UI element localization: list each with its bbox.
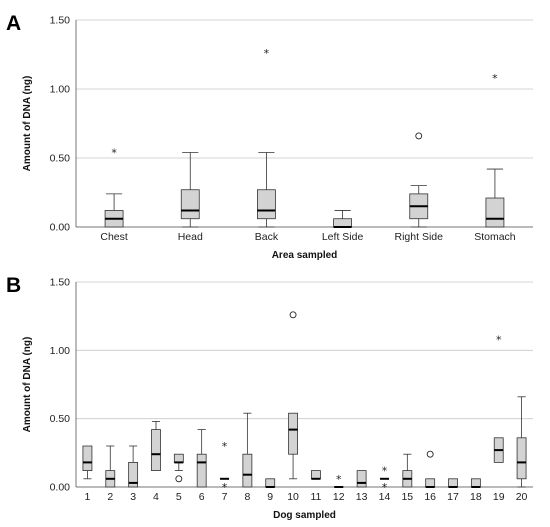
outlier-point — [175, 475, 183, 483]
x-tick-label: Stomach — [474, 231, 516, 243]
iqr-box — [257, 189, 276, 220]
x-tick-label: 1 — [85, 491, 91, 503]
x-tick-label: Back — [255, 231, 279, 243]
x-tick-label: 5 — [176, 491, 182, 503]
outlier-point — [426, 450, 434, 458]
y-tick-label: 0.00 — [50, 222, 71, 234]
iqr-box — [82, 445, 93, 472]
extreme-point: * — [111, 146, 117, 159]
y-tick-label: 1.00 — [50, 345, 71, 357]
y-tick-label: 1.50 — [50, 277, 71, 289]
x-tick-label: 9 — [267, 491, 273, 503]
y-tick-label: 1.50 — [50, 15, 71, 27]
iqr-box — [288, 412, 298, 455]
x-tick-label: 11 — [310, 491, 321, 503]
outlier-point — [415, 132, 423, 140]
x-tick-label: Chest — [100, 231, 128, 243]
panel-b-letter: B — [6, 274, 21, 297]
extreme-point: * — [382, 481, 388, 494]
x-tick-label: 17 — [447, 491, 459, 503]
x-tick-label: Right Side — [395, 231, 444, 243]
y-tick-label: 0.00 — [50, 482, 71, 494]
extreme-point: * — [336, 473, 342, 486]
extreme-point: * — [382, 465, 388, 478]
x-tick-label: 2 — [107, 491, 113, 503]
extreme-point: * — [496, 333, 502, 346]
iqr-box — [265, 478, 276, 488]
extreme-point: * — [222, 481, 228, 494]
iqr-box — [180, 189, 200, 220]
extreme-point: * — [264, 47, 270, 60]
x-tick-label: 10 — [287, 491, 299, 503]
iqr-box — [311, 470, 321, 480]
iqr-box — [196, 453, 207, 488]
iqr-box — [516, 437, 527, 480]
iqr-box — [333, 218, 352, 228]
y-axis-title: Amount of DNA (ng) — [22, 337, 33, 433]
outlier-point — [289, 311, 297, 319]
x-tick-label: 4 — [153, 491, 159, 503]
iqr-box — [128, 461, 139, 488]
x-tick-label: Head — [178, 231, 203, 243]
extreme-point: * — [492, 72, 498, 85]
iqr-box — [485, 197, 505, 228]
iqr-box — [242, 453, 253, 488]
x-tick-label: 7 — [222, 491, 228, 503]
x-tick-label: 16 — [424, 491, 436, 503]
iqr-box — [151, 429, 161, 472]
iqr-box — [425, 478, 436, 488]
panel-b-chart: 0.00 0.50 1.00 1.50 Amount of DNA (ng) Dog sa… — [22, 277, 533, 521]
y-tick-label: 0.50 — [50, 153, 71, 165]
x-tick-label: 18 — [470, 491, 482, 503]
x-tick-label: 20 — [516, 491, 528, 503]
x-tick-label: 6 — [199, 491, 205, 503]
iqr-box — [470, 478, 481, 488]
x-tick-label: 19 — [493, 491, 505, 503]
iqr-box — [448, 478, 458, 488]
x-tick-label: 3 — [130, 491, 136, 503]
y-axis-title: Amount of DNA (ng) — [22, 76, 33, 172]
x-tick-label: 14 — [379, 491, 391, 503]
x-tick-label: 8 — [244, 491, 250, 503]
x-tick-label: 15 — [401, 491, 413, 503]
panel-a-letter: A — [6, 12, 21, 35]
x-axis-title: Area sampled — [272, 250, 338, 261]
x-tick-label: Left Side — [322, 231, 364, 243]
y-tick-label: 1.00 — [50, 84, 71, 96]
iqr-box — [173, 453, 184, 463]
iqr-box — [356, 470, 367, 488]
extreme-point: * — [222, 440, 228, 453]
panel-a-chart: 0.00 0.50 1.00 1.50 Amount of DNA (ng) Area s… — [22, 15, 533, 261]
x-axis-title: Dog sampled — [273, 510, 336, 521]
x-tick-label: 12 — [333, 491, 345, 503]
y-tick-label: 0.50 — [50, 413, 71, 425]
x-tick-label: 13 — [356, 491, 368, 503]
